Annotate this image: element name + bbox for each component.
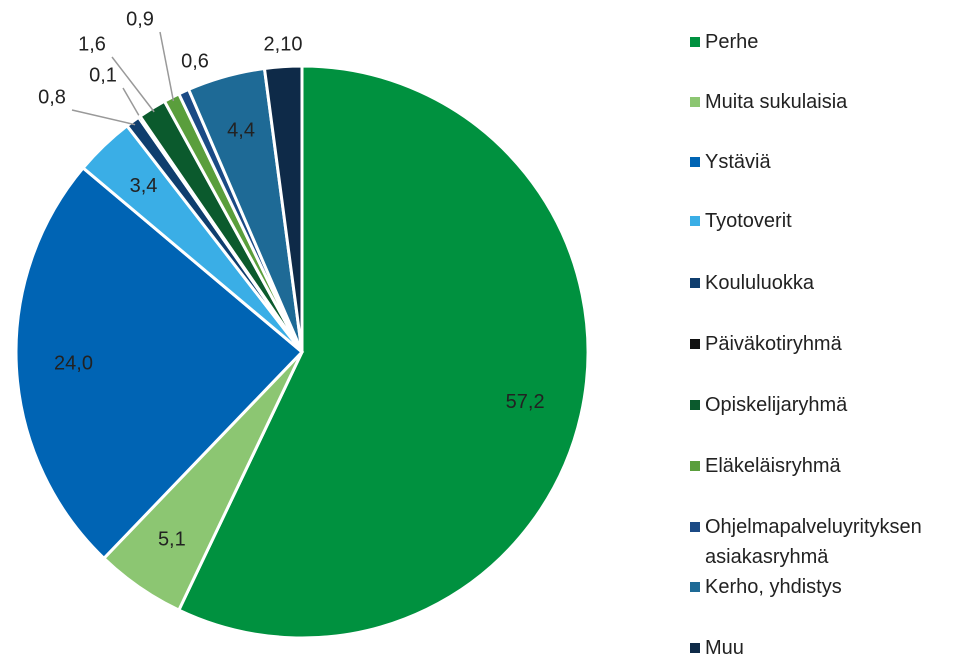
legend-swatch [690,216,700,226]
data-label: 4,4 [227,120,255,142]
data-label: 0,9 [126,8,154,30]
data-label: 5,1 [158,528,186,550]
legend-swatch [690,643,700,653]
legend-item: Opiskelijaryhmä [690,390,958,420]
legend-label: Tyotoverit [705,210,792,232]
legend-item: Tyotoverit [690,206,958,236]
legend-swatch [690,157,700,167]
legend-item: Ohjelmapalveluyrityksen asiakasryhmä [690,512,958,572]
legend-item: Kerho, yhdistys [690,572,958,602]
leader-line [159,31,175,102]
legend-label: Opiskelijaryhmä [705,394,848,416]
leader-line [71,109,136,126]
legend-swatch [690,339,700,349]
legend-label: Muu [705,637,744,659]
legend-swatch [690,97,700,107]
legend-item: Ystäviä [690,147,958,177]
data-label: 2,10 [264,33,303,55]
legend-label: Päiväkotiryhmä [705,333,842,355]
legend-item: Eläkeläisryhmä [690,451,958,481]
legend-swatch [690,278,700,288]
legend-label: Eläkeläisryhmä [705,455,841,477]
legend-label: Koululuokka [705,272,814,294]
data-label: 0,8 [38,86,66,108]
legend-swatch [690,37,700,47]
data-label: 1,6 [78,33,106,55]
pie-slice [176,64,590,640]
pie-slice [262,64,304,353]
data-label: 3,4 [130,175,158,197]
legend-item: Muu [690,633,958,663]
data-label: 57,2 [506,391,545,413]
leader-line [122,87,143,121]
legend-label: Ystäviä [705,151,771,173]
legend-swatch [690,522,700,532]
legend-swatch [690,400,700,410]
legend-item: Muita sukulaisia [690,87,958,117]
legend-swatch [690,582,700,592]
legend-label: Perhe [705,31,759,53]
pie-slice [14,165,305,561]
legend-label: Kerho, yhdistys [705,576,842,598]
data-label: 0,1 [89,64,117,86]
chart: 57,2 5,1 24,0 3,4 0,8 0,1 1,6 0,9 0,6 4,4 2,10 [14,8,590,640]
legend-swatch [690,461,700,471]
legend-item: Päiväkotiryhmä [690,329,958,359]
data-label: 24,0 [54,352,93,374]
legend-label: Muita sukulaisia [705,91,848,113]
legend-item: Perhe [690,27,958,57]
leader-line [111,56,155,113]
legend-item: Koululuokka [690,268,958,298]
data-label: 0,6 [181,50,209,72]
legend-label: Ohjelmapalveluyrityksen asiakasryhmä [705,516,922,568]
